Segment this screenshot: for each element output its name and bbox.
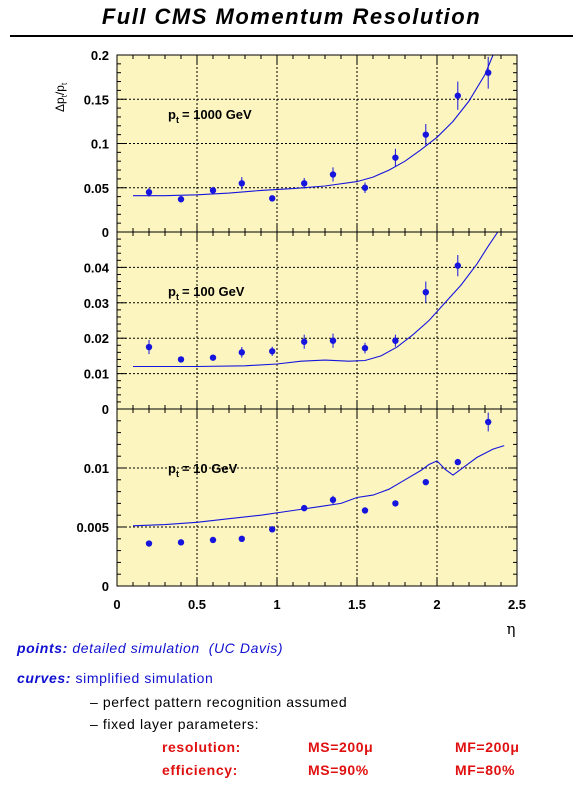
data-point (177, 356, 185, 363)
plot-area (117, 232, 517, 409)
simplified-simulation-curve (133, 55, 494, 197)
bullet-layer-parameters: – fixed layer parameters: (90, 716, 260, 732)
curves-text: simplified simulation (75, 670, 214, 686)
y-tick-label: 0.02 (84, 331, 109, 346)
curves-label: curves: (17, 670, 72, 686)
data-point (329, 496, 337, 504)
resolution-mf: MF=200μ (455, 739, 520, 755)
panel-1: 0 0.05 0.1 0.15 0.2 pt = 1000 GeV (84, 48, 518, 240)
points-legend: points: detailed simulation (UC Davis) (17, 640, 283, 656)
data-point (361, 184, 369, 191)
efficiency-mf: MF=80% (455, 762, 516, 778)
data-point (269, 526, 276, 533)
data-point (238, 349, 245, 356)
panel-2: 0 0.01 0.02 0.03 0.04 pt = 100 GeV (84, 231, 518, 417)
data-point (329, 337, 337, 344)
points-source: (UC Davis) (208, 640, 284, 656)
data-point (392, 500, 399, 507)
data-point (392, 154, 399, 161)
efficiency-label: efficiency: (162, 762, 238, 778)
resolution-ms: MS=200μ (308, 739, 374, 755)
data-point (269, 348, 276, 355)
x-tick-label: 0 (113, 597, 120, 612)
data-point (209, 354, 217, 361)
y-tick-label: 0.03 (84, 296, 109, 311)
y-tick-label: 0.01 (84, 367, 109, 382)
data-point (454, 92, 461, 99)
data-point (238, 180, 245, 187)
x-tick-label: 1 (273, 597, 280, 612)
y-tick-label: 0 (102, 225, 109, 240)
resolution-label: resolution: (162, 739, 241, 755)
data-point (145, 188, 153, 196)
y-tick-label: 0 (102, 402, 109, 417)
x-tick-label: 2 (433, 597, 440, 612)
data-point (454, 262, 461, 269)
simplified-simulation-curve (133, 232, 499, 368)
points-text: detailed simulation (72, 640, 200, 656)
y-tick-label: 0.05 (84, 181, 109, 196)
y-tick-label: 0.1 (91, 137, 109, 152)
data-point (301, 504, 308, 512)
data-point (422, 478, 429, 486)
points-label: points: (17, 640, 68, 656)
data-point (422, 131, 429, 138)
y-tick-label: 0.01 (84, 461, 109, 476)
data-point (361, 507, 369, 514)
plot-area (117, 409, 517, 586)
data-point (269, 195, 276, 202)
data-point (301, 338, 308, 345)
data-point (454, 458, 461, 466)
x-axis-label: η (507, 620, 516, 638)
bullet-pattern-recognition: – perfect pattern recognition assumed (90, 694, 348, 710)
y-tick-label: 0.04 (84, 260, 110, 275)
data-point (361, 344, 369, 352)
data-point (301, 180, 308, 187)
y-tick-label: 0.15 (84, 92, 109, 107)
data-point (238, 535, 245, 542)
x-tick-label: 2.5 (508, 597, 526, 612)
y-tick-label: 0.005 (76, 520, 109, 535)
data-point (145, 540, 153, 547)
simplified-simulation-curve (132, 445, 505, 527)
data-point (209, 187, 217, 194)
panel-3: 0 0.005 0.01 pt = 10 GeV (76, 408, 518, 594)
data-point (485, 69, 492, 76)
data-point (177, 539, 185, 546)
y-tick-label: 0 (102, 579, 109, 594)
y-axis-label: Δpt/pt (53, 82, 69, 112)
page-title: Full CMS Momentum Resolution (101, 4, 482, 29)
data-point (485, 418, 492, 426)
x-tick-label: 1.5 (348, 597, 366, 612)
efficiency-ms: MS=90% (308, 762, 369, 778)
data-point (329, 171, 337, 178)
curves-legend: curves: simplified simulation (17, 670, 213, 686)
data-point (145, 343, 153, 351)
data-point (177, 196, 185, 203)
data-point (422, 288, 429, 296)
data-point (209, 536, 217, 544)
panel-label: pt = 1000 GeV (168, 107, 252, 125)
panel-frame (116, 408, 518, 587)
x-tick-label: 0.5 (188, 597, 206, 612)
y-tick-label: 0.2 (91, 48, 109, 63)
title-rule (10, 35, 573, 37)
data-point (392, 337, 399, 344)
panel-label: pt = 100 GeV (168, 284, 245, 302)
panel-label: pt = 10 GeV (168, 461, 238, 479)
